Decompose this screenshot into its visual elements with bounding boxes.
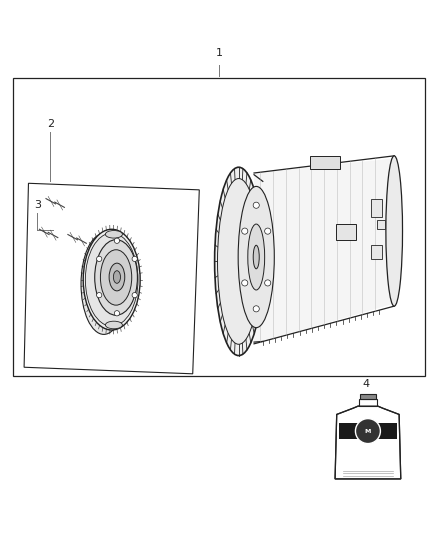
Polygon shape xyxy=(335,406,401,479)
Bar xyxy=(371,199,382,217)
Ellipse shape xyxy=(253,245,259,269)
Text: 2: 2 xyxy=(47,118,54,128)
Ellipse shape xyxy=(106,321,123,329)
Ellipse shape xyxy=(248,224,265,290)
Text: M: M xyxy=(365,429,371,433)
Ellipse shape xyxy=(95,240,138,315)
Ellipse shape xyxy=(386,156,403,306)
Ellipse shape xyxy=(109,263,125,291)
Bar xyxy=(13,78,425,376)
Circle shape xyxy=(242,228,248,234)
Ellipse shape xyxy=(113,271,120,284)
Circle shape xyxy=(114,238,120,244)
Bar xyxy=(336,224,356,239)
Ellipse shape xyxy=(81,233,127,334)
Circle shape xyxy=(132,293,138,298)
Ellipse shape xyxy=(215,167,263,356)
Circle shape xyxy=(114,311,120,316)
Ellipse shape xyxy=(83,229,140,330)
Text: 1: 1 xyxy=(215,49,223,59)
Circle shape xyxy=(253,306,259,312)
FancyBboxPatch shape xyxy=(310,156,340,169)
Bar xyxy=(339,423,397,439)
Circle shape xyxy=(132,256,138,262)
Ellipse shape xyxy=(238,187,274,328)
Circle shape xyxy=(96,256,102,262)
Bar xyxy=(377,221,385,229)
Bar xyxy=(359,399,377,406)
Circle shape xyxy=(253,202,259,208)
Polygon shape xyxy=(254,158,394,344)
Circle shape xyxy=(242,280,248,286)
Ellipse shape xyxy=(85,233,138,326)
Ellipse shape xyxy=(218,179,260,344)
Circle shape xyxy=(265,228,271,234)
Circle shape xyxy=(265,280,271,286)
Bar xyxy=(371,245,382,259)
Ellipse shape xyxy=(106,231,123,238)
Circle shape xyxy=(96,293,102,298)
Bar xyxy=(339,440,397,443)
Ellipse shape xyxy=(100,250,132,305)
Text: 3: 3 xyxy=(34,199,41,209)
Text: 4: 4 xyxy=(362,379,369,389)
Bar xyxy=(360,394,376,399)
Circle shape xyxy=(355,418,380,443)
